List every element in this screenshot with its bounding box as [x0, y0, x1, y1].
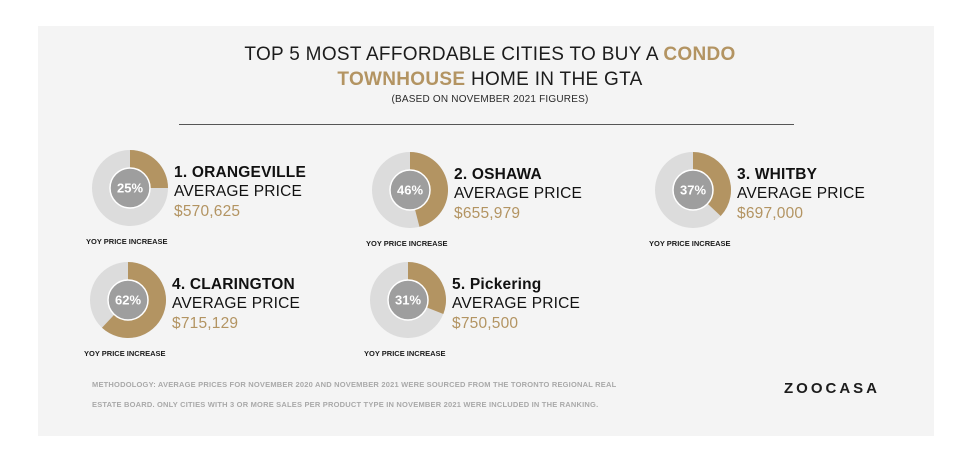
donut-value-label: 46% [397, 183, 423, 198]
chart-title: TOP 5 MOST AFFORDABLE CITIES TO BUY A CO… [0, 42, 980, 92]
average-price-label: AVERAGE PRICE [454, 185, 582, 203]
city-rank-label: 1. ORANGEVILLE [174, 164, 306, 182]
city-card: 62% 4. CLARINGTON AVERAGE PRICE $715,129 YOY… [90, 262, 350, 382]
city-rank-label: 3. WHITBY [737, 166, 817, 184]
title-line2-suffix: HOME IN THE GTA [465, 69, 642, 90]
average-price-label: AVERAGE PRICE [452, 295, 580, 313]
yoy-caption: YOY PRICE INCREASE [649, 239, 731, 248]
average-price-value: $655,979 [454, 205, 520, 223]
title-line1-prefix: TOP 5 MOST AFFORDABLE CITIES TO BUY A [244, 44, 663, 65]
yoy-caption: YOY PRICE INCREASE [84, 349, 166, 358]
city-card: 37% 3. WHITBY AVERAGE PRICE $697,000 YOY PRI… [655, 152, 915, 272]
average-price-label: AVERAGE PRICE [737, 185, 865, 203]
average-price-value: $570,625 [174, 203, 240, 221]
chart-subtitle: (BASED ON NOVEMBER 2021 FIGURES) [0, 94, 980, 105]
yoy-donut: 25% [92, 150, 168, 226]
city-card: 25% 1. ORANGEVILLE AVERAGE PRICE $570,625 YO… [92, 150, 352, 270]
yoy-caption: YOY PRICE INCREASE [364, 349, 446, 358]
title-divider [179, 124, 794, 125]
title-line2-highlight: TOWNHOUSE [337, 69, 465, 90]
city-card: 31% 5. Pickering AVERAGE PRICE $750,500 YOY … [370, 262, 630, 382]
yoy-donut: 46% [372, 152, 448, 228]
average-price-label: AVERAGE PRICE [172, 295, 300, 313]
city-card: 46% 2. OSHAWA AVERAGE PRICE $655,979 YOY PRI… [372, 152, 632, 272]
city-rank-label: 4. CLARINGTON [172, 276, 295, 294]
donut-value-label: 25% [117, 181, 143, 196]
city-rank-label: 5. Pickering [452, 276, 541, 294]
city-rank-label: 2. OSHAWA [454, 166, 542, 184]
yoy-donut: 37% [655, 152, 731, 228]
methodology-line-1: METHODOLOGY: AVERAGE PRICES FOR NOVEMBER… [92, 380, 616, 389]
average-price-value: $715,129 [172, 315, 238, 333]
title-line1-highlight: CONDO [663, 44, 735, 65]
donut-value-label: 37% [680, 183, 706, 198]
yoy-donut: 62% [90, 262, 166, 338]
zoocasa-logo: ZOOCASA [784, 380, 880, 397]
methodology-line-2: ESTATE BOARD. ONLY CITIES WITH 3 OR MORE… [92, 400, 598, 409]
average-price-label: AVERAGE PRICE [174, 183, 302, 201]
average-price-value: $750,500 [452, 315, 518, 333]
yoy-caption: YOY PRICE INCREASE [86, 237, 168, 246]
yoy-caption: YOY PRICE INCREASE [366, 239, 448, 248]
yoy-donut: 31% [370, 262, 446, 338]
donut-value-label: 62% [115, 293, 141, 308]
donut-value-label: 31% [395, 293, 421, 308]
average-price-value: $697,000 [737, 205, 803, 223]
